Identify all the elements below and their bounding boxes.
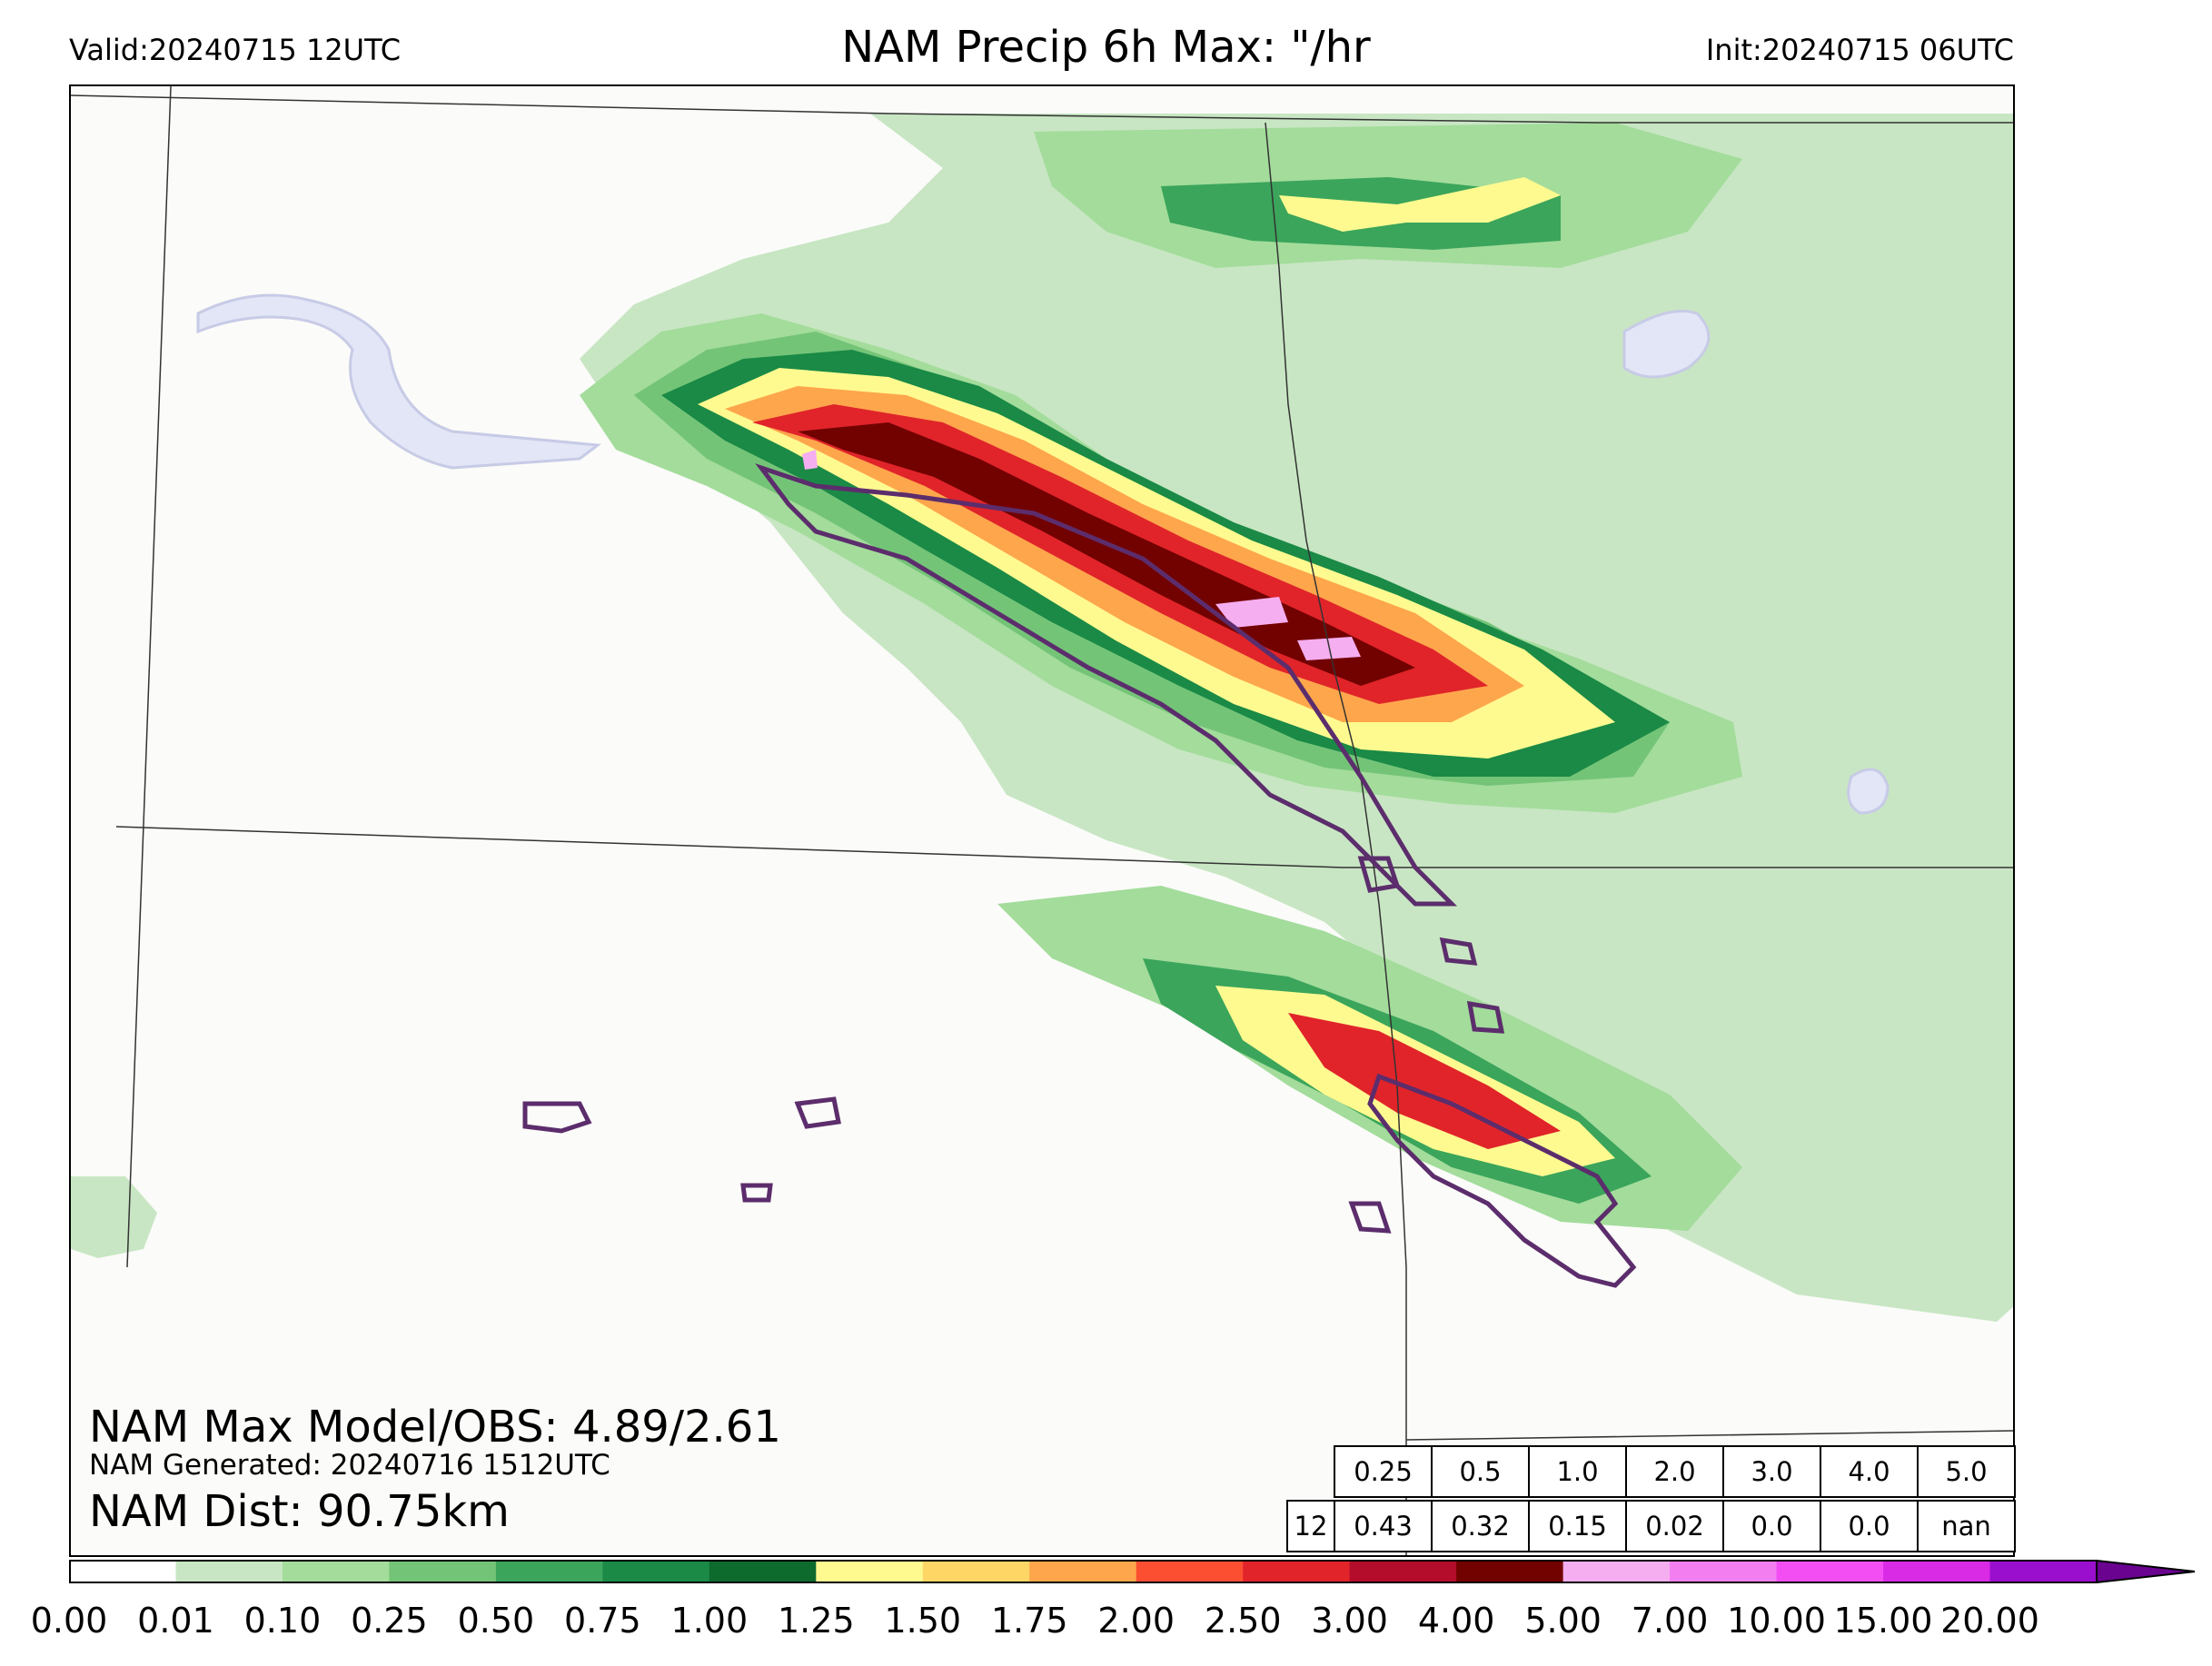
colorbar-segment: [1456, 1561, 1564, 1582]
value-cell: 0.32: [1431, 1500, 1530, 1552]
colorbar-extend-arrow: [2096, 1559, 2196, 1584]
colorbar-segment: [1670, 1561, 1778, 1582]
colorbar-tick-label: 0.10: [243, 1601, 322, 1641]
border-north: [71, 94, 2013, 124]
colorbar-tick-label: 0.75: [564, 1601, 641, 1641]
colorbar-tick-label: 3.00: [1311, 1601, 1388, 1641]
colorbar: [69, 1559, 2196, 1584]
colorbar-segment: [495, 1561, 603, 1582]
colorbar-tick-label: 1.50: [884, 1601, 962, 1641]
lakes: [196, 293, 1890, 815]
threshold-header-table: 0.25 0.5 1.0 2.0 3.0 4.0 5.0: [1334, 1445, 2016, 1498]
generated-time-label: NAM Generated: 20240716 1512UTC: [89, 1449, 610, 1482]
threshold-cell: 4.0: [1820, 1445, 1919, 1498]
colorbar-tick-label: 10.00: [1727, 1601, 1826, 1641]
lake-west: [196, 293, 602, 470]
precip-band-0-01-west: [71, 1176, 157, 1258]
value-cell: 0.0: [1820, 1500, 1919, 1552]
obs-contours: [522, 463, 1637, 1288]
colorbar-segment: [1136, 1561, 1244, 1582]
precip-band-4-00-a: [1215, 597, 1288, 628]
obs-contour-blob-5: [1357, 856, 1401, 893]
threshold-cell: 1.0: [1528, 1445, 1627, 1498]
colorbar-tick-label: 2.00: [1097, 1601, 1175, 1641]
colorbar-tick-label: 7.00: [1631, 1601, 1709, 1641]
colorbar-segment: [816, 1561, 924, 1582]
threshold-cell: 0.25: [1334, 1445, 1433, 1498]
border-river: [1265, 122, 1407, 1555]
colorbar-tick-label: 1.00: [670, 1601, 749, 1641]
precip-map-graphic: [71, 86, 2013, 1555]
colorbar-segment: [1029, 1561, 1137, 1582]
value-cell: 0.15: [1528, 1500, 1627, 1552]
lake-northeast: [1622, 310, 1711, 379]
precip-band-4-00-c: [802, 450, 818, 470]
colorbar-segment: [1562, 1561, 1671, 1582]
colorbar-segment: [1883, 1561, 1991, 1582]
colorbar-tick-label: 1.75: [990, 1601, 1068, 1641]
colorbar-segment: [69, 1561, 176, 1582]
hour-cell: 12: [1286, 1500, 1335, 1552]
chart-title: NAM Precip 6h Max: "/hr: [841, 22, 1371, 73]
borders: [71, 86, 2013, 1555]
threshold-cell: 0.5: [1431, 1445, 1530, 1498]
colorbar-tick-label: 0.25: [351, 1601, 428, 1641]
lake-east: [1847, 768, 1890, 815]
value-cell: 0.02: [1625, 1500, 1724, 1552]
obs-contour-blob-1: [522, 1101, 592, 1134]
border-mid: [115, 826, 2013, 868]
border-west: [126, 86, 172, 1268]
obs-contour-blob-4: [1348, 1201, 1392, 1234]
threshold-cell: 2.0: [1625, 1445, 1724, 1498]
threshold-values-table: 12 0.43 0.32 0.15 0.02 0.0 0.0 nan: [1286, 1500, 2016, 1552]
colorbar-segment: [175, 1561, 283, 1582]
colorbar-segment: [1989, 1561, 2098, 1582]
value-cell: nan: [1917, 1500, 2016, 1552]
precip-band-2-00-south: [1288, 1013, 1561, 1149]
precip-map: NAM Max Model/OBS: 4.89/2.61 NAM Generat…: [69, 84, 2015, 1557]
value-cell: 0.43: [1334, 1500, 1433, 1552]
colorbar-segment: [1349, 1561, 1457, 1582]
threshold-cell: 3.0: [1722, 1445, 1821, 1498]
colorbar-segment: [389, 1561, 497, 1582]
colorbar-tick-label: 0.50: [457, 1601, 535, 1641]
obs-contour-blob-2: [740, 1183, 773, 1203]
colorbar-segment: [282, 1561, 390, 1582]
obs-contour-blob-3: [794, 1096, 841, 1129]
max-model-obs-label: NAM Max Model/OBS: 4.89/2.61: [89, 1402, 781, 1453]
value-cell: 0.0: [1722, 1500, 1821, 1552]
obs-contour-south: [1367, 1073, 1637, 1288]
colorbar-tick-label: 2.50: [1204, 1601, 1282, 1641]
colorbar-segment: [602, 1561, 710, 1582]
valid-time-label: Valid:20240715 12UTC: [69, 33, 402, 67]
colorbar-segment: [709, 1561, 817, 1582]
colorbar-frame: [69, 1560, 2098, 1583]
colorbar-tick-label: 0.00: [30, 1601, 108, 1641]
init-time-label: Init:20240715 06UTC: [1705, 33, 2014, 67]
obs-contour-blob-6: [1439, 937, 1478, 966]
colorbar-tick-label: 0.01: [137, 1601, 214, 1641]
colorbar-tick-label: 4.00: [1417, 1601, 1495, 1641]
border-southeast: [1405, 1430, 2013, 1441]
colorbar-tick-label: 5.00: [1524, 1601, 1602, 1641]
colorbar-tick-label: 20.00: [1940, 1601, 2039, 1641]
precip-field: [71, 114, 2013, 1322]
colorbar-segment: [1776, 1561, 1884, 1582]
precip-band-1-00-north: [1279, 177, 1561, 232]
colorbar-segment: [1243, 1561, 1351, 1582]
colorbar-tick-label: 1.25: [778, 1601, 855, 1641]
colorbar-tick-label: 15.00: [1833, 1601, 1933, 1641]
obs-contour-blob-7: [1466, 1000, 1505, 1034]
colorbar-segment: [922, 1561, 1030, 1582]
threshold-cell: 5.0: [1917, 1445, 2016, 1498]
distance-label: NAM Dist: 90.75km: [89, 1486, 510, 1537]
